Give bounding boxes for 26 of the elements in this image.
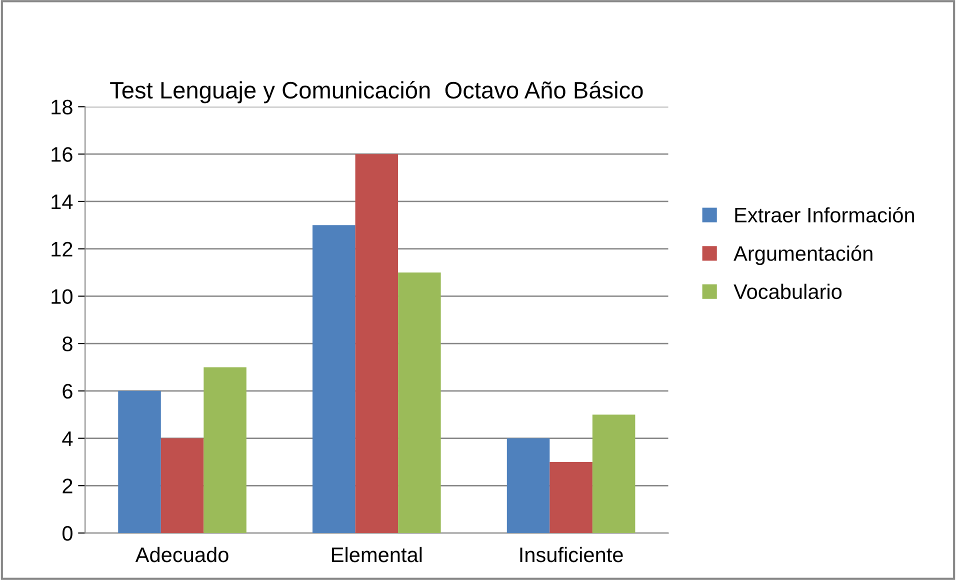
y-tick-label: 12 (52, 242, 72, 256)
bar (506, 438, 550, 534)
legend-label: Vocabulario (734, 284, 842, 300)
bar (355, 154, 398, 534)
y-tick-label: 18 (52, 100, 72, 114)
bar (118, 390, 161, 534)
y-tick-label: 8 (62, 336, 72, 352)
y-tick-label: 16 (52, 147, 72, 162)
y-tick-label: 0 (62, 526, 72, 541)
bar (398, 272, 441, 534)
bar (550, 462, 592, 534)
bar (312, 225, 356, 534)
bar (160, 438, 204, 534)
chart-title: Test Lenguaje y Comunicación Octavo Año Básico (110, 81, 643, 104)
legend-label: Extraer Información (735, 206, 914, 222)
x-tick-label: Adecuado (135, 546, 228, 562)
y-tick-label: 6 (62, 384, 72, 399)
legend-label: Argumentación (734, 245, 872, 266)
x-tick-label: Elemental (332, 546, 422, 562)
bar (592, 414, 636, 534)
y-tick-label: 4 (62, 432, 73, 446)
y-tick-label: 14 (52, 194, 73, 209)
y-tick-label: 2 (62, 478, 72, 494)
bar (204, 367, 246, 534)
x-tick-label: Insuficiente (520, 546, 623, 562)
y-tick-label: 10 (52, 289, 72, 304)
